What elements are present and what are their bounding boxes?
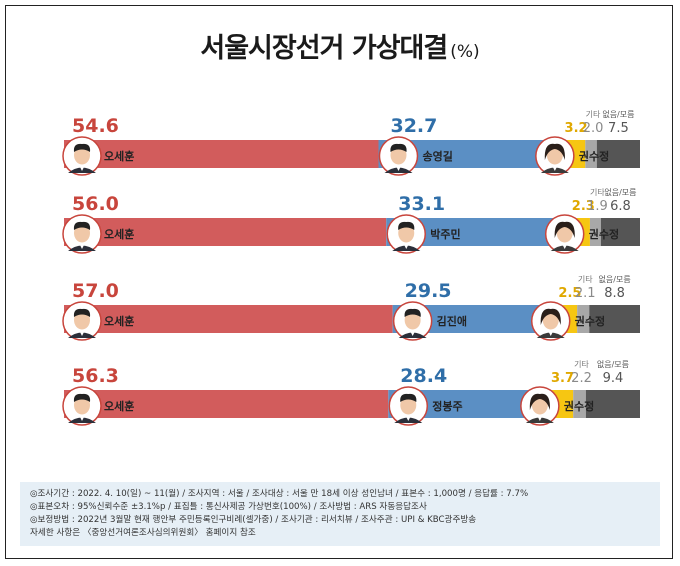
value-label-row2-third: 2.3 [572, 199, 595, 214]
category-label-row2-other: 기타 [590, 188, 605, 197]
chart-title-text: 서울시장선거 가상대결 [200, 33, 448, 64]
value-label-row1-other: 2.0 [583, 121, 604, 136]
bar-row3-seg4 [577, 305, 590, 333]
candidate-photo-row1-second [378, 136, 419, 176]
candidate-name-row1-first: 오세훈 [104, 149, 134, 163]
candidate-photo-row4-first [62, 386, 102, 426]
category-label-row2-none: 없음/모름 [604, 188, 636, 197]
outer-frame [5, 5, 673, 559]
value-label-row1-second: 32.7 [390, 115, 437, 137]
category-label-row1-other: 기타 [586, 110, 601, 119]
candidate-name-row3-first: 오세훈 [104, 314, 134, 328]
bar-row2-seg1 [64, 218, 387, 246]
bar-row1-seg1 [64, 140, 379, 168]
bar-row4-seg5 [585, 390, 640, 418]
candidate-name-row4-first: 오세훈 [104, 399, 134, 413]
value-label-row2-first: 56.0 [72, 193, 119, 215]
value-label-row4-third: 3.7 [551, 371, 574, 386]
candidate-name-row1-second: 송영길 [422, 150, 452, 163]
bar-row2-seg4 [589, 218, 601, 246]
value-label-row2-second: 33.1 [398, 193, 445, 215]
chart-title-unit: (%) [450, 42, 480, 62]
value-label-row1-third: 3.2 [565, 121, 588, 136]
bar-row3-seg1 [64, 305, 393, 333]
value-label-row4-first: 56.3 [72, 365, 119, 387]
note-line-1: ◎조사기간 : 2022. 4. 10(일) ~ 11(월) / 조사지역 : … [30, 489, 529, 499]
candidate-photo-row3-first [62, 301, 102, 341]
bar-row1-seg5 [596, 140, 640, 168]
value-label-row1-none: 7.5 [608, 121, 629, 136]
candidate-photo-row3-second [392, 301, 433, 341]
candidate-name-row1-third: 권수정 [579, 149, 609, 163]
category-label-row3-other: 기타 [578, 275, 593, 284]
value-label-row3-second: 29.5 [405, 280, 452, 302]
bar-row4-seg1 [64, 390, 389, 418]
candidate-photo-row4-second [388, 386, 429, 426]
value-label-row4-second: 28.4 [400, 365, 447, 387]
bar-row2-seg5 [600, 218, 640, 246]
value-label-row1-first: 54.6 [72, 115, 119, 137]
candidate-photo-row1-first [62, 136, 102, 176]
value-label-row4-other: 2.2 [571, 371, 592, 386]
value-label-row3-first: 57.0 [72, 280, 119, 302]
candidate-name-row2-third: 권수정 [589, 227, 619, 241]
value-label-row3-none: 8.8 [604, 286, 625, 301]
candidate-name-row4-second: 정봉주 [432, 399, 462, 413]
category-label-row3-none: 없음/모름 [599, 275, 631, 284]
candidate-photo-row2-second [386, 214, 426, 254]
candidate-name-row3-second: 김진애 [437, 314, 467, 328]
value-label-row3-other: 2.1 [575, 286, 596, 301]
candidate-name-row2-first: 오세훈 [104, 227, 134, 241]
candidate-photo-row2-third [544, 214, 585, 254]
value-label-row4-none: 9.4 [603, 371, 624, 386]
bar-row1-seg4 [585, 140, 597, 168]
bar-row4-seg4 [573, 390, 586, 418]
value-label-row3-third: 2.5 [558, 286, 581, 301]
value-label-row2-other: 1.9 [587, 199, 608, 214]
note-line-3: ◎보정방법 : 2022년 3월말 현재 행안부 주민등록인구비례(셀가중) /… [30, 515, 477, 525]
bar-row3-seg5 [589, 305, 640, 333]
candidate-name-row4-third: 권수정 [564, 399, 594, 413]
candidate-name-row3-third: 권수정 [575, 314, 605, 328]
survey-notes: ◎조사기간 : 2022. 4. 10(일) ~ 11(월) / 조사지역 : … [20, 482, 660, 546]
chart-title: 서울시장선거 가상대결 (%) [0, 26, 680, 65]
candidate-photo-row4-third [520, 386, 560, 426]
category-label-row4-none: 없음/모름 [597, 360, 629, 369]
note-line-2: ◎표본오차 : 95%신뢰수준 ±3.1%p / 표집틀 : 통신사제공 가상번… [30, 502, 427, 512]
category-label-row4-other: 기타 [574, 360, 589, 369]
category-label-row1-none: 없음/모름 [602, 110, 634, 119]
value-label-row2-none: 6.8 [610, 199, 631, 214]
candidate-photo-row3-third [530, 301, 571, 341]
candidate-name-row2-second: 박주민 [430, 227, 460, 241]
note-line-4: 자세한 사항은 〈중앙선거여론조사심의위원회〉 홈페이지 참조 [30, 528, 256, 538]
candidate-photo-row1-third [535, 136, 575, 176]
candidate-photo-row2-first [62, 214, 102, 254]
